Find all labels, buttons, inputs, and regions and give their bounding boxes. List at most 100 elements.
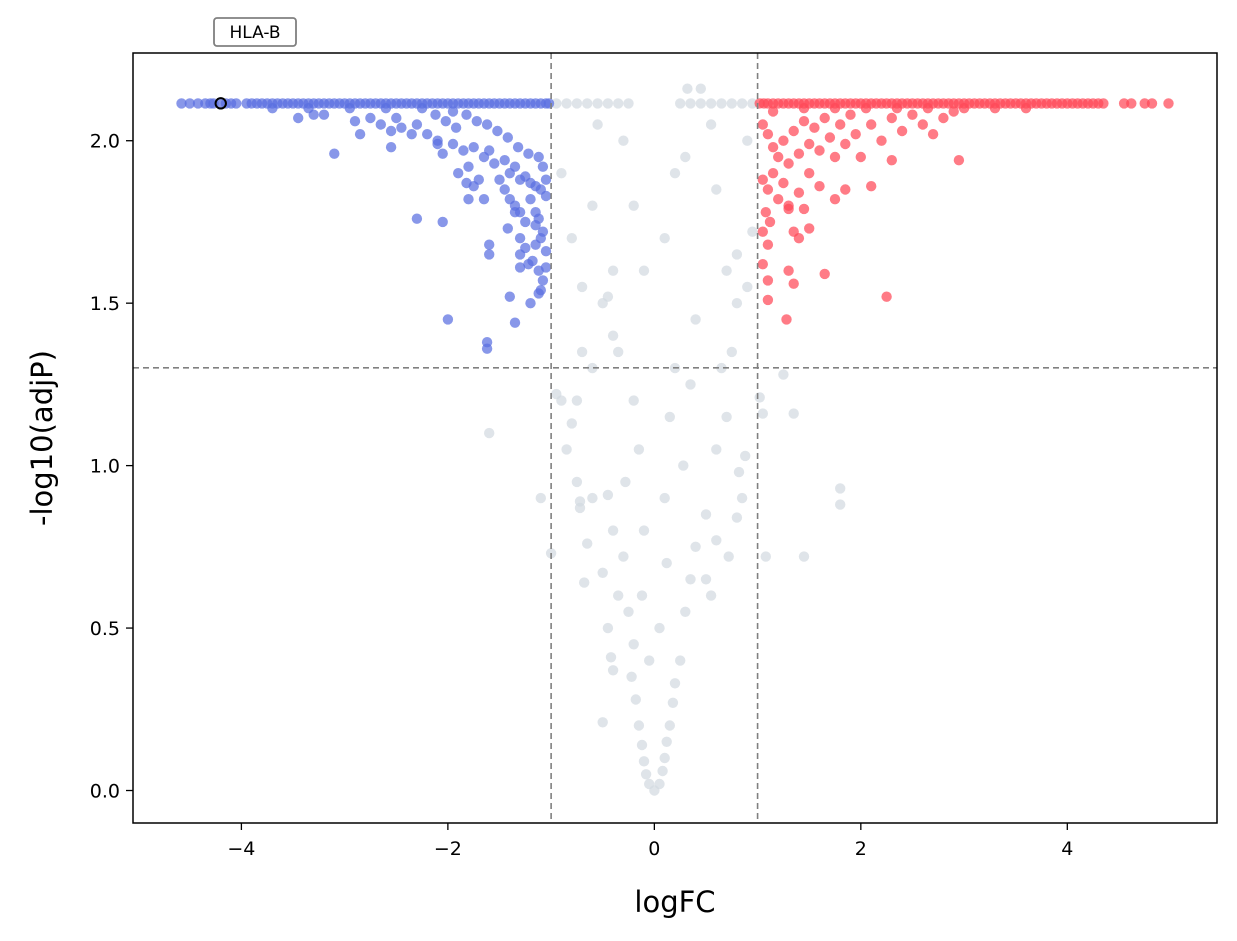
data-point — [726, 98, 737, 109]
data-point — [731, 512, 743, 523]
data-point — [664, 720, 675, 731]
data-point — [757, 408, 768, 419]
threshold-lines — [133, 53, 1217, 823]
data-point — [481, 343, 493, 354]
data-point — [644, 655, 655, 666]
data-point — [602, 98, 614, 109]
data-point — [391, 112, 402, 124]
data-point — [675, 655, 686, 666]
data-point — [804, 223, 815, 234]
data-point — [525, 194, 536, 205]
data-point — [636, 739, 648, 751]
data-point — [636, 590, 648, 601]
data-point — [566, 418, 577, 429]
data-point — [533, 265, 544, 276]
data-point — [695, 98, 706, 109]
data-point — [675, 98, 686, 109]
data-point — [840, 138, 851, 150]
data-point — [478, 194, 490, 205]
data-point — [661, 736, 672, 747]
data-point — [659, 752, 670, 764]
data-point — [411, 119, 423, 130]
data-point — [484, 249, 495, 260]
data-point — [385, 142, 397, 153]
plot-frame — [132, 52, 1218, 824]
data-point — [509, 207, 521, 218]
data-point — [760, 207, 771, 218]
data-point — [948, 106, 959, 117]
y-tick-label: 0.0 — [90, 781, 120, 803]
data-point — [537, 275, 549, 286]
data-point — [829, 103, 841, 114]
data-point — [571, 476, 583, 488]
data-point — [762, 184, 774, 195]
data-point — [760, 551, 771, 562]
data-point — [422, 129, 433, 140]
data-point — [829, 194, 841, 205]
data-point — [917, 119, 928, 130]
data-point — [742, 281, 753, 293]
data-point — [530, 239, 541, 250]
data-point — [788, 125, 799, 137]
data-point — [783, 158, 794, 169]
data-point — [520, 216, 531, 228]
data-point — [533, 288, 544, 299]
data-point — [499, 184, 510, 195]
data-point — [463, 161, 474, 172]
annotation-label: HLA-B — [229, 23, 280, 43]
x-tick-label: 2 — [855, 838, 867, 860]
y-tick-label: 1.0 — [90, 456, 120, 478]
points-not-significant — [484, 83, 846, 796]
data-point — [740, 450, 751, 462]
data-point — [793, 233, 805, 244]
data-point — [733, 466, 745, 478]
data-point — [814, 181, 825, 192]
data-point — [835, 119, 846, 130]
data-point — [458, 145, 469, 156]
data-point — [540, 246, 552, 257]
points-up-regulated — [754, 98, 1174, 325]
data-point — [659, 492, 670, 504]
x-tick-label: 4 — [1061, 838, 1073, 860]
data-point — [866, 119, 877, 130]
data-point — [574, 502, 586, 514]
data-point — [855, 151, 866, 163]
data-point — [502, 132, 513, 143]
highlighted-point — [214, 97, 227, 110]
data-point — [523, 148, 534, 159]
data-point — [654, 778, 665, 790]
data-point — [430, 109, 441, 120]
data-point — [540, 190, 552, 202]
data-point — [860, 103, 872, 114]
data-point — [767, 106, 779, 117]
y-tick-label: 2.0 — [90, 131, 120, 153]
data-point — [607, 665, 619, 676]
data-point — [876, 135, 887, 146]
data-point — [1163, 98, 1174, 109]
data-point — [783, 203, 794, 215]
data-point — [711, 184, 722, 195]
y-tick-label: 0.5 — [90, 618, 120, 640]
plot-area: HLA-B — [132, 17, 1218, 824]
data-point — [866, 181, 877, 192]
data-point — [540, 174, 552, 185]
data-point — [700, 574, 712, 585]
data-point — [716, 98, 727, 109]
data-point — [798, 203, 810, 215]
data-point — [471, 116, 482, 127]
data-point — [835, 483, 846, 494]
data-point — [582, 538, 593, 549]
data-point — [582, 98, 593, 109]
data-point — [380, 103, 392, 114]
data-point — [375, 119, 386, 130]
data-point — [626, 671, 637, 682]
data-point — [953, 155, 965, 166]
data-point — [484, 239, 495, 250]
data-point — [416, 103, 428, 114]
data-point — [437, 216, 448, 228]
highlight-layer: HLA-B — [213, 17, 297, 110]
y-axis-title: -log10(adjP) — [25, 350, 59, 526]
data-point — [778, 177, 789, 189]
x-axis: −4 −2 0 2 4 — [227, 823, 1073, 860]
